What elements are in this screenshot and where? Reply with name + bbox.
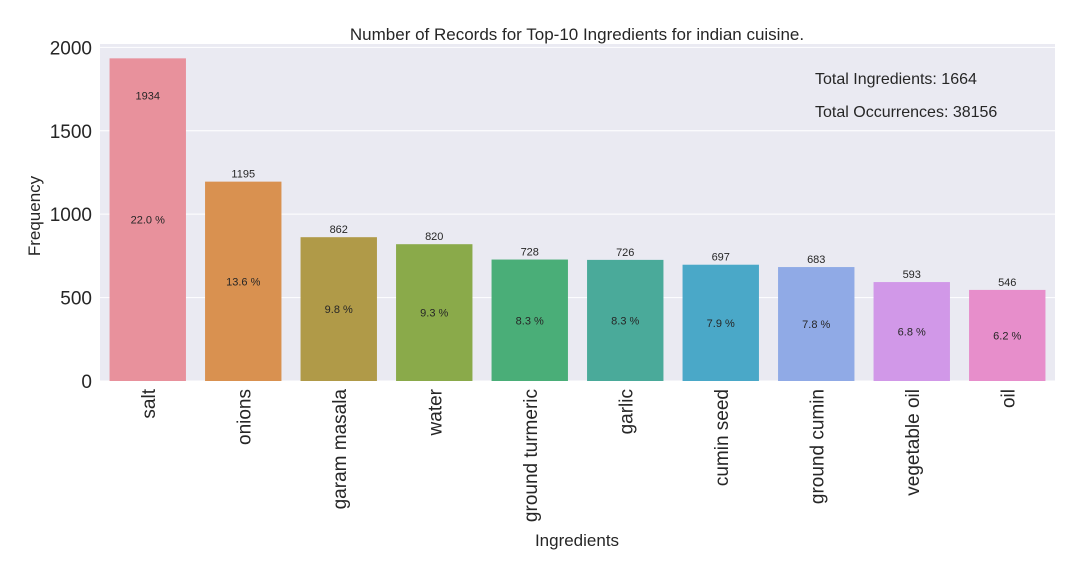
data-labels: 1934 22.0 % 1195 13.6 % 862 9.8 % 820 9.3 % 728 8… (131, 90, 1022, 342)
percent-label: 7.8 % (802, 319, 830, 331)
x-axis-label: Ingredients (535, 531, 619, 550)
x-tick-label: vegetable oil (903, 389, 924, 496)
bar-water (396, 244, 473, 381)
percent-label: 8.3 % (611, 315, 639, 327)
bar-onions (205, 181, 282, 381)
y-axis-label: Frequency (25, 175, 44, 256)
y-tick-label: 2000 (50, 38, 92, 59)
value-label: 546 (998, 277, 1016, 289)
value-label: 593 (903, 269, 921, 281)
bar-cumin-seed (682, 264, 759, 381)
value-label: 1934 (136, 90, 160, 102)
percent-label: 9.8 % (325, 304, 353, 316)
bar-vegetable-oil (873, 282, 950, 381)
y-tick-label: 0 (81, 372, 92, 393)
bar-oil (969, 289, 1046, 381)
value-label: 728 (521, 247, 539, 259)
value-label: 862 (330, 224, 348, 236)
value-label: 1195 (231, 169, 255, 181)
percent-label: 7.9 % (707, 318, 735, 330)
x-tick-label: salt (139, 388, 160, 418)
percent-label: 6.8 % (898, 327, 926, 339)
value-label: 726 (616, 247, 634, 259)
percent-label: 8.3 % (516, 315, 544, 327)
x-tick-label: ground turmeric (521, 389, 542, 522)
bar-garlic (587, 259, 664, 381)
y-tick-label: 1000 (50, 205, 92, 226)
percent-label: 22.0 % (131, 215, 165, 227)
x-tick-label: ground cumin (807, 389, 828, 504)
x-tick-label: water (425, 388, 446, 436)
bar-garam-masala (300, 237, 377, 381)
y-tick-label: 1500 (50, 122, 92, 143)
percent-label: 13.6 % (226, 276, 260, 288)
value-label: 820 (425, 231, 443, 243)
y-tick-label: 500 (60, 289, 92, 310)
value-label: 683 (807, 254, 825, 266)
x-tick-label: garlic (616, 389, 637, 434)
bar-ground-cumin (778, 267, 855, 381)
bar-salt (109, 58, 186, 381)
bars (109, 58, 1046, 381)
total-ingredients-annotation: Total Ingredients: 1664 (815, 71, 977, 88)
total-occurrences-annotation: Total Occurrences: 38156 (815, 104, 997, 121)
x-tick-label: cumin seed (712, 389, 733, 486)
y-axis-ticks: 0 500 1000 1500 2000 (50, 38, 92, 393)
bar-ground-turmeric (491, 259, 568, 381)
chart-title: Number of Records for Top-10 Ingredients… (350, 25, 804, 44)
x-axis-ticks: salt onions garam masala water ground turmer… (139, 388, 1020, 522)
percent-label: 6.2 % (993, 330, 1021, 342)
percent-label: 9.3 % (420, 308, 448, 320)
value-label: 697 (712, 252, 730, 264)
x-tick-label: onions (234, 389, 255, 445)
x-tick-label: oil (998, 389, 1019, 408)
x-tick-label: garam masala (330, 389, 351, 510)
